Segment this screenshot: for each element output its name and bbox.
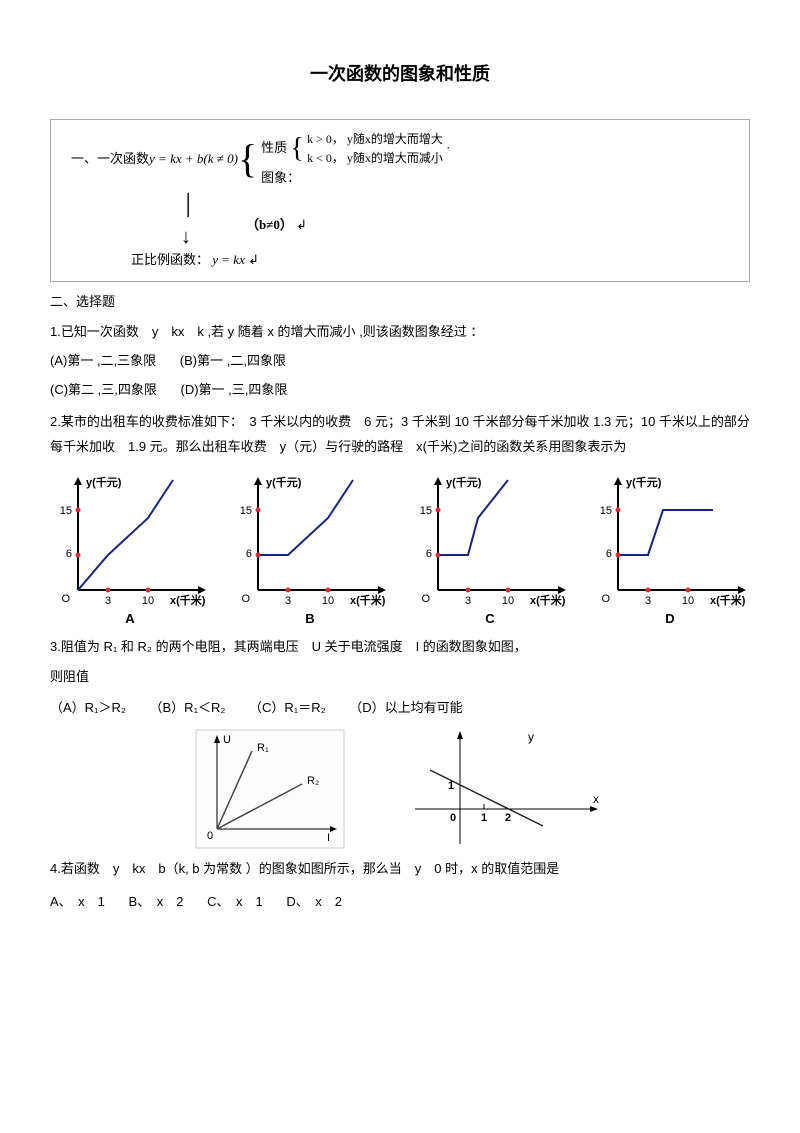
q2-text: 2.某市的出租车的收费标准如下： 3 千米以内的收费 6 元；3 千米到 10 … bbox=[50, 410, 750, 459]
svg-text:R₁: R₁ bbox=[257, 742, 269, 754]
q4-opt-d: D、 x 2 bbox=[286, 890, 342, 915]
inner-brace-icon: { bbox=[290, 133, 303, 164]
svg-text:y(千元): y(千元) bbox=[86, 475, 122, 489]
svg-text:10: 10 bbox=[142, 595, 154, 607]
q1-opt-d: (D)第一 ,三,四象限 bbox=[181, 378, 288, 403]
diagram-cond: （b≠0） ↲ bbox=[246, 215, 729, 236]
svg-text:y(千元): y(千元) bbox=[446, 475, 482, 489]
chart-C: y(千元) x(千米) O 6 15 3 10 C bbox=[410, 475, 570, 625]
q1-text: 1.已知一次函数 y kx k ,若 y 随着 x 的增大而减小 ,则该函数图象… bbox=[50, 320, 750, 345]
fig-3b: y x 0 1 1 2 bbox=[405, 729, 605, 849]
svg-text:15: 15 bbox=[600, 505, 612, 517]
q3-text-a: 3.阻值为 bbox=[50, 639, 103, 654]
svg-text:6: 6 bbox=[426, 548, 432, 560]
svg-text:A: A bbox=[125, 611, 135, 625]
q3-opt-d: （D）以上均有可能 bbox=[349, 696, 462, 721]
question-1: 1.已知一次函数 y kx k ,若 y 随着 x 的增大而减小 ,则该函数图象… bbox=[50, 320, 750, 402]
svg-text:x(千米): x(千米) bbox=[530, 593, 566, 607]
svg-text:10: 10 bbox=[502, 595, 514, 607]
svg-text:O: O bbox=[241, 593, 250, 605]
svg-text:3: 3 bbox=[465, 595, 471, 607]
svg-text:B: B bbox=[305, 611, 314, 625]
svg-text:0: 0 bbox=[207, 830, 213, 842]
q1-opt-b: (B)第一 ,二,四象限 bbox=[180, 349, 286, 374]
prop1: k > 0， y随x的增大而增大 bbox=[307, 130, 443, 149]
q3-opt-a: （A）R₁＞R₂ bbox=[50, 696, 126, 721]
svg-text:10: 10 bbox=[682, 595, 694, 607]
svg-text:15: 15 bbox=[420, 505, 432, 517]
svg-text:y(千元): y(千元) bbox=[266, 475, 302, 489]
q3-text-c: 则阻值 bbox=[50, 665, 750, 690]
q1-opt-c: (C)第二 ,三,四象限 bbox=[50, 378, 157, 403]
chart-B: y(千元) x(千米) O 6 15 3 10 B bbox=[230, 475, 390, 625]
q3-r2: R₂ bbox=[138, 639, 152, 654]
brace-icon: { bbox=[238, 139, 257, 179]
q1-opt-a: (A)第一 ,二,三象限 bbox=[50, 349, 156, 374]
svg-text:1: 1 bbox=[481, 812, 487, 824]
svg-text:y(千元): y(千元) bbox=[626, 475, 662, 489]
svg-text:x: x bbox=[593, 792, 599, 806]
sub-label: 正比例函数： bbox=[131, 252, 209, 267]
prop-label: 性质 bbox=[261, 140, 287, 155]
svg-text:6: 6 bbox=[66, 548, 72, 560]
page-title: 一次函数的图象和性质 bbox=[50, 60, 750, 89]
chart-D: y(千元) x(千米) O 6 15 3 10 D bbox=[590, 475, 750, 625]
prop2: k < 0， y随x的增大而减小 bbox=[307, 149, 443, 168]
q4-opt-b: B、 x 2 bbox=[129, 890, 184, 915]
svg-text:10: 10 bbox=[322, 595, 334, 607]
svg-text:0: 0 bbox=[450, 812, 456, 824]
q3-r1: R₁ bbox=[103, 639, 117, 654]
q4-opt-c: C、 x 1 bbox=[207, 890, 263, 915]
svg-text:15: 15 bbox=[60, 505, 72, 517]
svg-text:I: I bbox=[327, 832, 330, 844]
diagram-eq2: y = kx bbox=[212, 252, 245, 267]
fig-3a: U I 0 R₁ R₂ bbox=[195, 729, 345, 849]
svg-text:x(千米): x(千米) bbox=[170, 593, 206, 607]
q3-mid1: 和 bbox=[121, 639, 138, 654]
question-2: 2.某市的出租车的收费标准如下： 3 千米以内的收费 6 元；3 千米到 10 … bbox=[50, 410, 750, 459]
question-4: 4.若函数 y kx b（k, b 为常数 ）的图象如图所示，那么当 y 0 时… bbox=[50, 857, 750, 914]
svg-text:15: 15 bbox=[240, 505, 252, 517]
question-3: 3.阻值为 R₁ 和 R₂ 的两个电阻，其两端电压 U 关于电流强度 I 的函数… bbox=[50, 635, 750, 721]
q3-opt-c: （C）R₁＝R₂ bbox=[249, 696, 326, 721]
svg-text:3: 3 bbox=[645, 595, 651, 607]
diagram-eq1: y = kx + b(k ≠ 0) bbox=[149, 149, 238, 170]
q3-text-b: 的两个电阻，其两端电压 U 关于电流强度 I 的函数图象如图， bbox=[156, 639, 527, 654]
q4-opt-a: A、 x 1 bbox=[50, 890, 105, 915]
q3-figures: U I 0 R₁ R₂ y x 0 1 1 2 bbox=[50, 729, 750, 849]
svg-text:2: 2 bbox=[505, 812, 511, 824]
q4-text: 4.若函数 y kx b（k, b 为常数 ）的图象如图所示，那么当 y 0 时… bbox=[50, 857, 750, 882]
q3-opt-b: （B）R₁＜R₂ bbox=[150, 696, 226, 721]
svg-text:3: 3 bbox=[285, 595, 291, 607]
svg-text:x(千米): x(千米) bbox=[350, 593, 386, 607]
svg-text:R₂: R₂ bbox=[307, 775, 319, 787]
svg-text:O: O bbox=[61, 593, 70, 605]
svg-text:O: O bbox=[601, 593, 610, 605]
charts-row: y(千元) x(千米) O 6 15 3 10 A y(千元) x(千米) O … bbox=[50, 475, 750, 625]
svg-text:6: 6 bbox=[246, 548, 252, 560]
svg-text:D: D bbox=[665, 611, 674, 625]
img-label: 图象： bbox=[261, 168, 450, 189]
svg-text:x(千米): x(千米) bbox=[710, 593, 746, 607]
svg-text:C: C bbox=[485, 611, 495, 625]
svg-text:3: 3 bbox=[105, 595, 111, 607]
svg-text:6: 6 bbox=[606, 548, 612, 560]
concept-diagram: 一、 一次函数 y = kx + b(k ≠ 0) { 性质 { k > 0， … bbox=[50, 119, 750, 282]
period: · bbox=[446, 140, 450, 155]
section-2-heading: 二、选择题 bbox=[50, 292, 750, 313]
diagram-prefix: 一、 bbox=[71, 149, 97, 170]
svg-text:O: O bbox=[421, 593, 430, 605]
svg-text:y: y bbox=[528, 730, 534, 744]
svg-text:U: U bbox=[223, 734, 231, 746]
chart-A: y(千元) x(千米) O 6 15 3 10 A bbox=[50, 475, 210, 625]
diagram-label1: 一次函数 bbox=[97, 149, 149, 170]
